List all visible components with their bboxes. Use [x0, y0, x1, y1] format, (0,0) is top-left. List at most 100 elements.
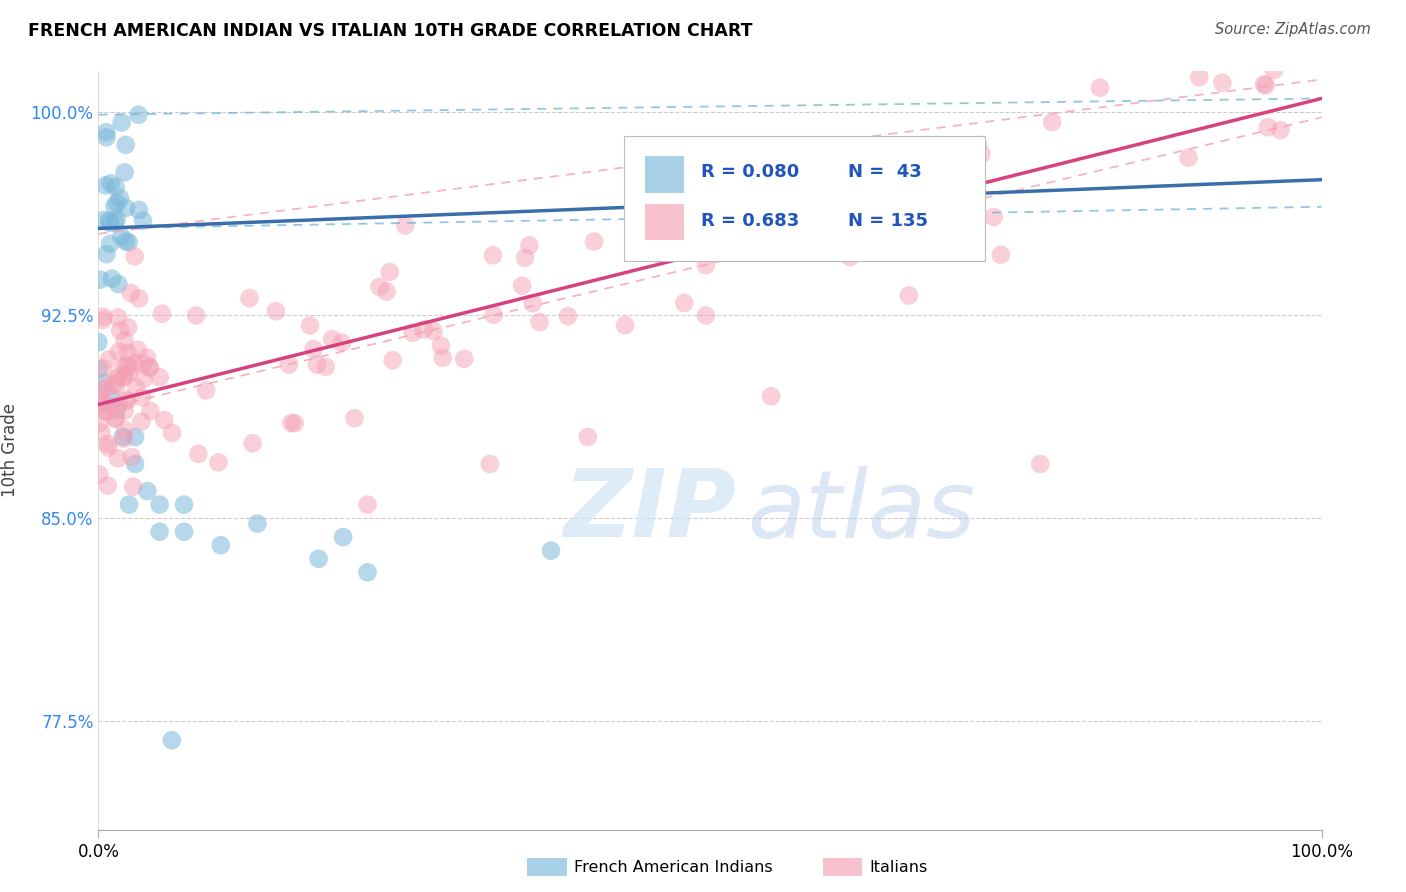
Point — [89, 416, 111, 430]
Point — [112, 371, 135, 385]
Point — [557, 309, 579, 323]
Text: Source: ZipAtlas.com: Source: ZipAtlas.com — [1215, 22, 1371, 37]
Point — [914, 227, 936, 242]
Point — [356, 566, 378, 580]
Point — [87, 335, 110, 350]
Point — [125, 380, 148, 394]
Point — [195, 384, 218, 398]
Point — [302, 342, 325, 356]
Point — [284, 417, 307, 431]
Point — [118, 498, 141, 512]
Point — [118, 359, 141, 374]
Point — [576, 430, 599, 444]
Point — [122, 479, 145, 493]
Point — [96, 130, 118, 145]
Text: atlas: atlas — [747, 466, 974, 557]
Point — [110, 229, 132, 244]
Point — [104, 180, 127, 194]
Point — [187, 447, 209, 461]
Point — [332, 530, 354, 544]
Point — [90, 425, 112, 440]
Point — [94, 178, 117, 193]
Point — [510, 278, 533, 293]
Point — [97, 352, 120, 367]
Point — [356, 498, 378, 512]
Point — [114, 137, 136, 152]
Point — [105, 378, 128, 392]
Point — [242, 436, 264, 450]
Point — [945, 234, 967, 248]
Point — [139, 404, 162, 418]
Point — [131, 415, 153, 429]
Point — [401, 326, 423, 340]
Point — [1029, 457, 1052, 471]
Point — [343, 411, 366, 425]
Point — [93, 376, 115, 390]
Point — [124, 249, 146, 263]
Point — [582, 235, 605, 249]
Point — [967, 137, 990, 152]
Point — [876, 220, 898, 235]
Point — [111, 430, 134, 444]
Point — [135, 351, 157, 365]
Point — [799, 204, 821, 219]
Point — [1188, 70, 1211, 85]
Point — [127, 343, 149, 357]
Point — [375, 285, 398, 299]
Point — [115, 358, 138, 372]
Point — [114, 404, 136, 418]
Point — [540, 543, 562, 558]
Point — [522, 296, 544, 310]
Point — [97, 478, 120, 492]
Point — [957, 168, 980, 182]
Point — [482, 308, 505, 322]
Point — [111, 115, 134, 129]
Point — [124, 356, 146, 370]
Point — [89, 272, 111, 286]
Point — [614, 318, 637, 333]
Point — [97, 441, 120, 455]
Point — [107, 310, 129, 325]
Point — [695, 258, 717, 272]
Point — [118, 235, 141, 250]
Point — [87, 362, 110, 376]
Point — [136, 484, 159, 499]
Point — [299, 318, 322, 333]
Text: French American Indians: French American Indians — [574, 861, 772, 875]
Point — [114, 423, 136, 437]
Point — [412, 322, 434, 336]
Point — [131, 357, 153, 371]
Point — [108, 368, 131, 383]
Point — [114, 334, 136, 348]
Bar — [645, 204, 685, 241]
Point — [89, 388, 111, 402]
Point — [695, 309, 717, 323]
Point — [128, 292, 150, 306]
Point — [315, 359, 337, 374]
Point — [1177, 151, 1199, 165]
Point — [104, 215, 127, 229]
Point — [321, 332, 343, 346]
Point — [98, 216, 121, 230]
Point — [983, 210, 1005, 224]
Text: ZIP: ZIP — [564, 465, 737, 558]
Point — [529, 315, 551, 329]
Point — [96, 380, 118, 394]
Point — [432, 351, 454, 365]
Point — [517, 238, 540, 252]
Point — [98, 236, 121, 251]
Point — [804, 244, 827, 259]
Point — [634, 245, 657, 260]
Point — [121, 450, 143, 464]
Point — [478, 457, 501, 471]
Point — [94, 405, 117, 419]
Point — [132, 213, 155, 227]
Point — [238, 291, 260, 305]
Point — [394, 219, 416, 233]
Point — [513, 251, 536, 265]
Point — [1211, 76, 1233, 90]
Point — [94, 403, 117, 417]
Point — [173, 498, 195, 512]
Point — [149, 524, 172, 539]
Point — [120, 285, 142, 300]
